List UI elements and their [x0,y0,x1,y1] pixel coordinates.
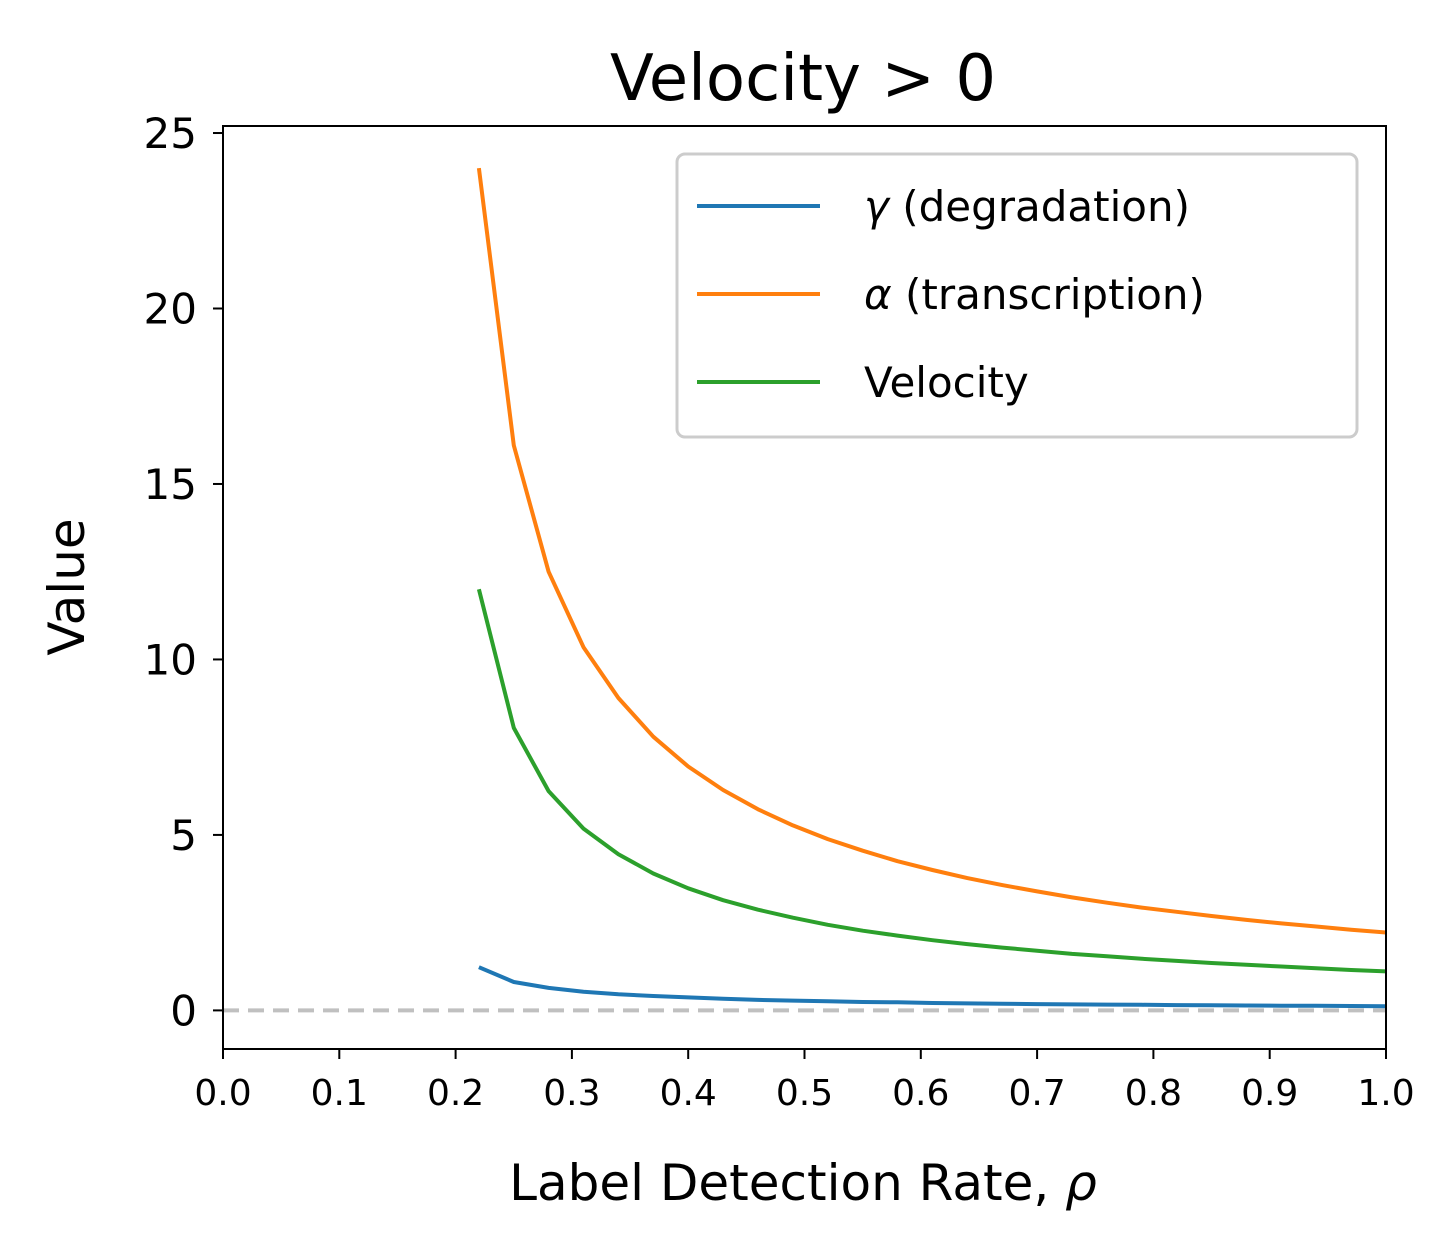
legend-label-2: Velocity [864,358,1029,407]
y-tick-label: 0 [170,986,197,1035]
y-tick-label: 20 [144,284,197,333]
legend-name-1: (transcription) [905,270,1205,319]
x-axis-title-symbol: ρ [1065,1154,1097,1212]
x-tick-label: 0.5 [776,1073,833,1114]
legend-label-1: α (transcription) [864,270,1205,319]
x-tick-label: 0.9 [1241,1073,1298,1114]
x-tick-label: 0.4 [660,1073,717,1114]
legend-name-0: (degradation) [902,182,1190,231]
x-tick-label: 0.1 [311,1073,368,1114]
legend-name-2: Velocity [864,358,1029,407]
y-tick-label: 5 [170,811,197,860]
chart-title: Velocity > 0 [610,42,996,116]
y-tick-label: 25 [144,109,197,158]
x-axis-title-text: Label Detection Rate, [509,1154,1065,1212]
series-line-2 [476,588,1386,974]
x-tick-label: 0.6 [892,1073,949,1114]
x-tick-label: 0.8 [1125,1073,1182,1114]
legend-symbol-1: α [864,270,905,319]
axes: 0.0 0.1 0.2 0.3 0.4 0.5 0.6 0.7 0.8 0.9 1.0 0 5 10 15 2… [144,109,1415,1114]
series-line-1 [476,167,1386,935]
y-tick-label: 10 [144,635,197,684]
legend: γ (degradation) α (transcription) Velocity [675,152,1359,439]
x-tick-label: 0.0 [194,1073,251,1114]
x-tick-label: 1.0 [1357,1073,1414,1114]
legend-symbol-0: γ [864,182,902,231]
series-line-0 [478,965,1386,1009]
legend-label-0: γ (degradation) [864,182,1190,231]
plot-area [223,167,1386,1013]
y-tick-label: 15 [144,460,197,509]
y-axis-title: Value [38,518,96,655]
x-tick-label: 0.2 [427,1073,484,1114]
x-tick-label: 0.7 [1008,1073,1065,1114]
legend-box [675,152,1359,439]
x-axis-title: Label Detection Rate, ρ [509,1154,1097,1212]
x-tick-label: 0.3 [543,1073,600,1114]
